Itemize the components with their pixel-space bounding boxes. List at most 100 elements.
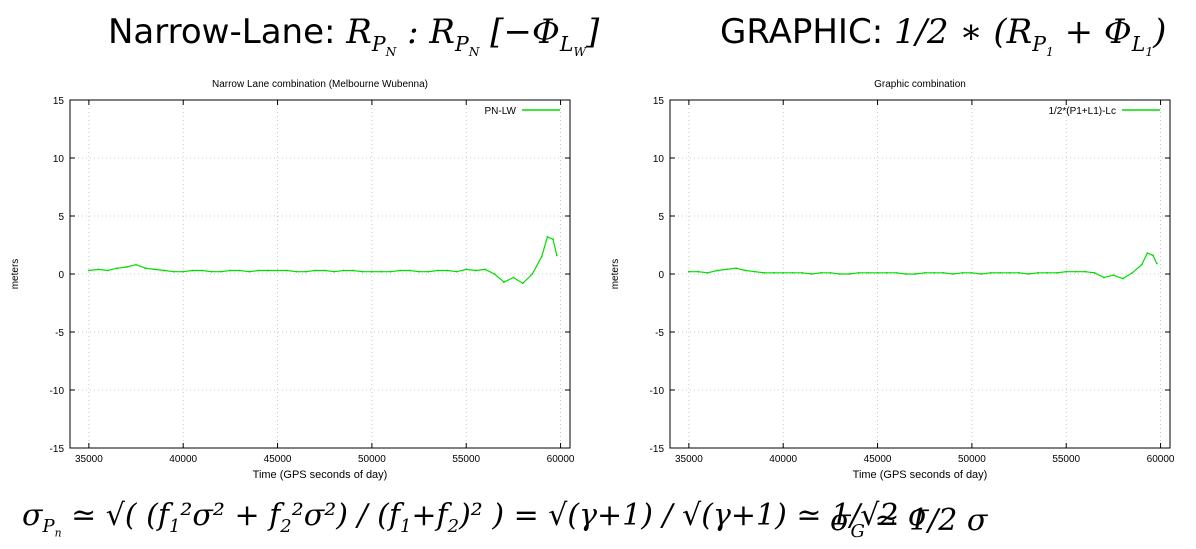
data-point	[87, 269, 90, 272]
formula-sigma-pn: σPn ≃ √( (f1²σ² + f2²σ²) / (f1+f2)² ) = …	[22, 498, 929, 540]
y-tick-label: 10	[653, 154, 665, 165]
y-tick-label: -15	[50, 444, 65, 455]
data-point	[1152, 254, 1154, 257]
data-point	[857, 271, 860, 274]
data-point	[810, 273, 813, 275]
data-point	[829, 271, 832, 274]
data-point	[182, 270, 185, 273]
legend-label: PN-LW	[485, 106, 517, 117]
data-point	[125, 266, 128, 268]
data-point	[791, 271, 794, 274]
data-point	[352, 269, 354, 272]
data-point	[201, 269, 203, 272]
x-tick-label: 50000	[958, 454, 986, 465]
data-point	[970, 271, 973, 274]
data-point	[323, 269, 326, 272]
data-point	[210, 270, 213, 273]
data-point	[1027, 273, 1030, 275]
data-point	[389, 270, 392, 273]
data-point	[772, 271, 775, 274]
data-point	[999, 271, 1002, 274]
data-point	[867, 271, 870, 274]
y-tick-label: 15	[653, 96, 665, 107]
chart-narrow-lane: Narrow Lane combination (Melbourne Wuben…	[10, 79, 575, 481]
data-point	[942, 271, 945, 274]
data-point	[437, 269, 439, 272]
data-point	[512, 276, 515, 279]
data-point	[989, 271, 992, 274]
data-point	[820, 271, 822, 274]
y-tick-label: -15	[650, 444, 665, 455]
data-point	[1121, 277, 1124, 280]
x-tick-label: 35000	[675, 454, 703, 465]
series-line	[688, 252, 1158, 280]
data-point	[687, 270, 690, 273]
data-point	[191, 269, 194, 272]
data-point	[848, 273, 851, 275]
data-point	[735, 267, 737, 270]
data-point	[314, 269, 317, 272]
chart-graphic: Graphic combination 35000 40000 45000 50000 5…	[610, 79, 1175, 481]
data-point	[116, 267, 119, 270]
data-point	[555, 254, 558, 257]
data-point	[446, 269, 449, 272]
data-point	[838, 273, 841, 275]
data-point	[172, 270, 175, 273]
data-point	[238, 269, 241, 272]
data-point	[540, 255, 543, 258]
data-point	[546, 235, 549, 238]
data-point	[1037, 271, 1039, 274]
data-point	[267, 269, 270, 272]
data-point	[1140, 263, 1143, 266]
data-point	[484, 268, 486, 271]
data-point	[163, 269, 166, 272]
heading-narrow-lane-label: Narrow-Lane:	[108, 12, 336, 52]
heading-narrow-lane-math: RPN : RPN [−ΦLW]	[346, 12, 600, 59]
data-point	[295, 270, 298, 273]
data-point	[961, 271, 964, 274]
data-point	[408, 269, 411, 272]
data-point	[503, 281, 505, 284]
data-point	[455, 270, 458, 273]
data-point	[1093, 271, 1096, 274]
data-point	[399, 269, 402, 272]
data-point	[97, 268, 100, 271]
data-point	[493, 273, 496, 275]
data-point	[1046, 271, 1049, 274]
data-point	[1018, 271, 1020, 274]
data-point	[1074, 270, 1077, 273]
data-point	[763, 271, 766, 274]
heading-graphic-label: GRAPHIC:	[720, 12, 884, 52]
data-point	[154, 268, 156, 271]
data-point	[876, 271, 879, 274]
y-tick-label: 0	[658, 270, 664, 281]
chart-title: Graphic combination	[874, 79, 966, 90]
x-tick-label: 50000	[358, 454, 386, 465]
data-point	[276, 269, 279, 272]
data-point	[914, 273, 917, 275]
data-point	[304, 270, 307, 273]
data-point	[1155, 262, 1158, 265]
data-point	[135, 263, 137, 266]
x-tick-label: 45000	[264, 454, 292, 465]
data-point	[370, 270, 373, 273]
data-point	[229, 269, 232, 272]
data-point	[1065, 270, 1068, 273]
data-point	[1103, 276, 1105, 279]
data-point	[980, 273, 983, 275]
data-point	[904, 273, 907, 275]
x-tick-label: 40000	[769, 454, 797, 465]
data-point	[418, 270, 420, 273]
data-point	[342, 269, 345, 272]
y-tick-label: -10	[50, 386, 65, 397]
data-point	[521, 282, 524, 285]
data-point	[782, 271, 785, 274]
formula-sigma-g: σG ≃ 1/2 σ	[830, 503, 988, 542]
x-tick-label: 60000	[1147, 454, 1175, 465]
chart-title: Narrow Lane combination (Melbourne Wuben…	[212, 79, 428, 90]
y-tick-label: 5	[58, 212, 64, 223]
x-tick-label: 35000	[75, 454, 103, 465]
x-tick-label: 60000	[547, 454, 575, 465]
legend-label: 1/2*(P1+L1)-Lc	[1048, 106, 1116, 117]
data-point	[706, 271, 709, 274]
